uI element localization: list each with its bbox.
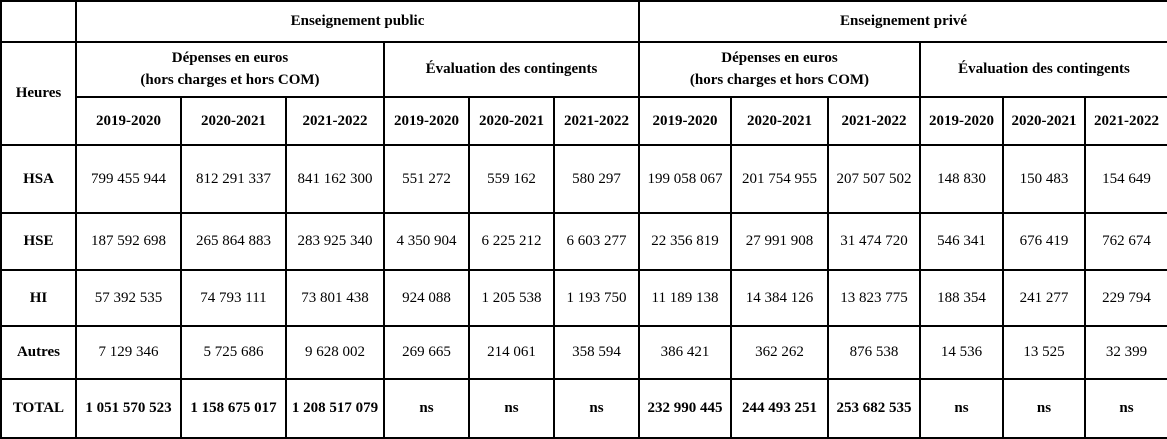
year-header: 2019-2020 [638,96,732,146]
data-cell: ns [468,378,555,439]
data-cell: ns [1083,378,1167,439]
data-cell: 559 162 [468,144,555,214]
data-cell: 1 208 517 079 [285,378,385,439]
data-cell: 876 538 [827,325,921,380]
year-header: 2020-2021 [730,96,829,146]
row-label: HI [0,269,77,327]
data-cell: 799 455 944 [75,144,182,214]
row-label: TOTAL [0,378,77,439]
data-cell: 73 801 438 [285,269,385,327]
data-cell: ns [919,378,1004,439]
year-header-row: 2019-2020 2020-2021 2021-2022 2019-2020 … [1,96,1167,146]
data-cell: 5 725 686 [180,325,287,380]
year-header: 2021-2022 [553,96,640,146]
data-cell: 31 474 720 [827,212,921,271]
data-cell: 148 830 [919,144,1004,214]
subheader-depenses-public-line2: (hors charges et hors COM) [140,71,320,88]
subgroup-header-row: Heures Dépenses en euros (hors charges e… [0,41,1167,146]
data-cell: 1 205 538 [468,269,555,327]
subheader-evaluation-prive: Évaluation des contingents [918,41,1167,98]
year-header: 2020-2021 [180,96,287,146]
row-label: HSA [0,144,77,214]
data-cell: 7 129 346 [75,325,182,380]
table-row-hsa: HSA 799 455 944 812 291 337 841 162 300 … [0,144,1167,214]
data-cell: 812 291 337 [180,144,287,214]
year-header: 2019-2020 [75,96,182,146]
data-cell: 253 682 535 [827,378,921,439]
data-cell: 11 189 138 [638,269,732,327]
subheader-depenses-prive-line1: Dépenses en euros [721,49,838,66]
data-cell: 9 628 002 [285,325,385,380]
corner-blank-cell [0,0,77,43]
data-cell: 6 225 212 [468,212,555,271]
data-cell: ns [1002,378,1086,439]
data-cell: 229 794 [1083,269,1167,327]
data-cell: 1 193 750 [553,269,640,327]
data-cell: ns [553,378,640,439]
data-cell: 57 392 535 [75,269,182,327]
group-header-prive: Enseignement privé [637,0,1167,43]
subheader-depenses-prive-line2: (hors charges et hors COM) [689,71,870,88]
data-cell: 13 525 [1002,325,1086,380]
data-cell: 358 594 [553,325,640,380]
year-header: 2019-2020 [919,96,1004,146]
row-label: HSE [0,212,77,271]
table-row-total: TOTAL 1 051 570 523 1 158 675 017 1 208 … [0,378,1167,439]
data-cell: 546 341 [919,212,1004,271]
data-cell: 283 925 340 [285,212,385,271]
data-cell: 269 665 [383,325,470,380]
data-cell: 13 823 775 [827,269,921,327]
data-cell: 32 399 [1083,325,1167,380]
subheader-evaluation-public: Évaluation des contingents [383,41,640,98]
year-header: 2020-2021 [468,96,555,146]
year-header: 2021-2022 [285,96,385,146]
data-cell: 4 350 904 [383,212,470,271]
data-cell: 14 384 126 [730,269,829,327]
group-header-public: Enseignement public [75,0,640,43]
data-cell: 676 419 [1002,212,1086,271]
data-cell: 1 158 675 017 [180,378,287,439]
year-header: 2021-2022 [827,96,921,146]
year-header: 2021-2022 [1083,96,1167,146]
data-cell: 207 507 502 [827,144,921,214]
data-cell: 241 277 [1002,269,1086,327]
data-cell: 214 061 [468,325,555,380]
data-cell: 27 991 908 [730,212,829,271]
row-header-heures: Heures [0,41,77,146]
subheader-depenses-public: Dépenses en euros (hors charges et hors … [75,41,385,98]
data-cell: 6 603 277 [553,212,640,271]
data-cell: 924 088 [383,269,470,327]
data-cell: 1 051 570 523 [75,378,182,439]
subheader-depenses-public-line1: Dépenses en euros [171,49,289,66]
data-cell: 201 754 955 [730,144,829,214]
data-cell: 150 483 [1002,144,1086,214]
subheader-depenses-prive: Dépenses en euros (hors charges et hors … [638,41,921,98]
data-cell: 22 356 819 [638,212,732,271]
data-cell: 187 592 698 [75,212,182,271]
data-cell: 362 262 [730,325,829,380]
data-cell: 580 297 [553,144,640,214]
data-cell: 154 649 [1083,144,1167,214]
year-header: 2019-2020 [383,96,470,146]
data-cell: 244 493 251 [730,378,829,439]
data-cell: 14 536 [919,325,1004,380]
data-cell: 762 674 [1083,212,1167,271]
data-cell: ns [383,378,470,439]
data-cell: 188 354 [919,269,1004,327]
table-row-hi: HI 57 392 535 74 793 111 73 801 438 924 … [0,269,1167,327]
row-label: Autres [0,325,77,380]
data-cell: 386 421 [638,325,732,380]
table-row-hse: HSE 187 592 698 265 864 883 283 925 340 … [0,212,1167,271]
data-cell: 232 990 445 [638,378,732,439]
year-header: 2020-2021 [1002,96,1086,146]
data-cell: 551 272 [383,144,470,214]
data-cell: 841 162 300 [285,144,385,214]
data-cell: 74 793 111 [180,269,287,327]
group-header-row: Enseignement public Enseignement privé [0,0,1167,43]
data-cell: 265 864 883 [180,212,287,271]
table-row-autres: Autres 7 129 346 5 725 686 9 628 002 269… [0,325,1167,380]
data-cell: 199 058 067 [638,144,732,214]
